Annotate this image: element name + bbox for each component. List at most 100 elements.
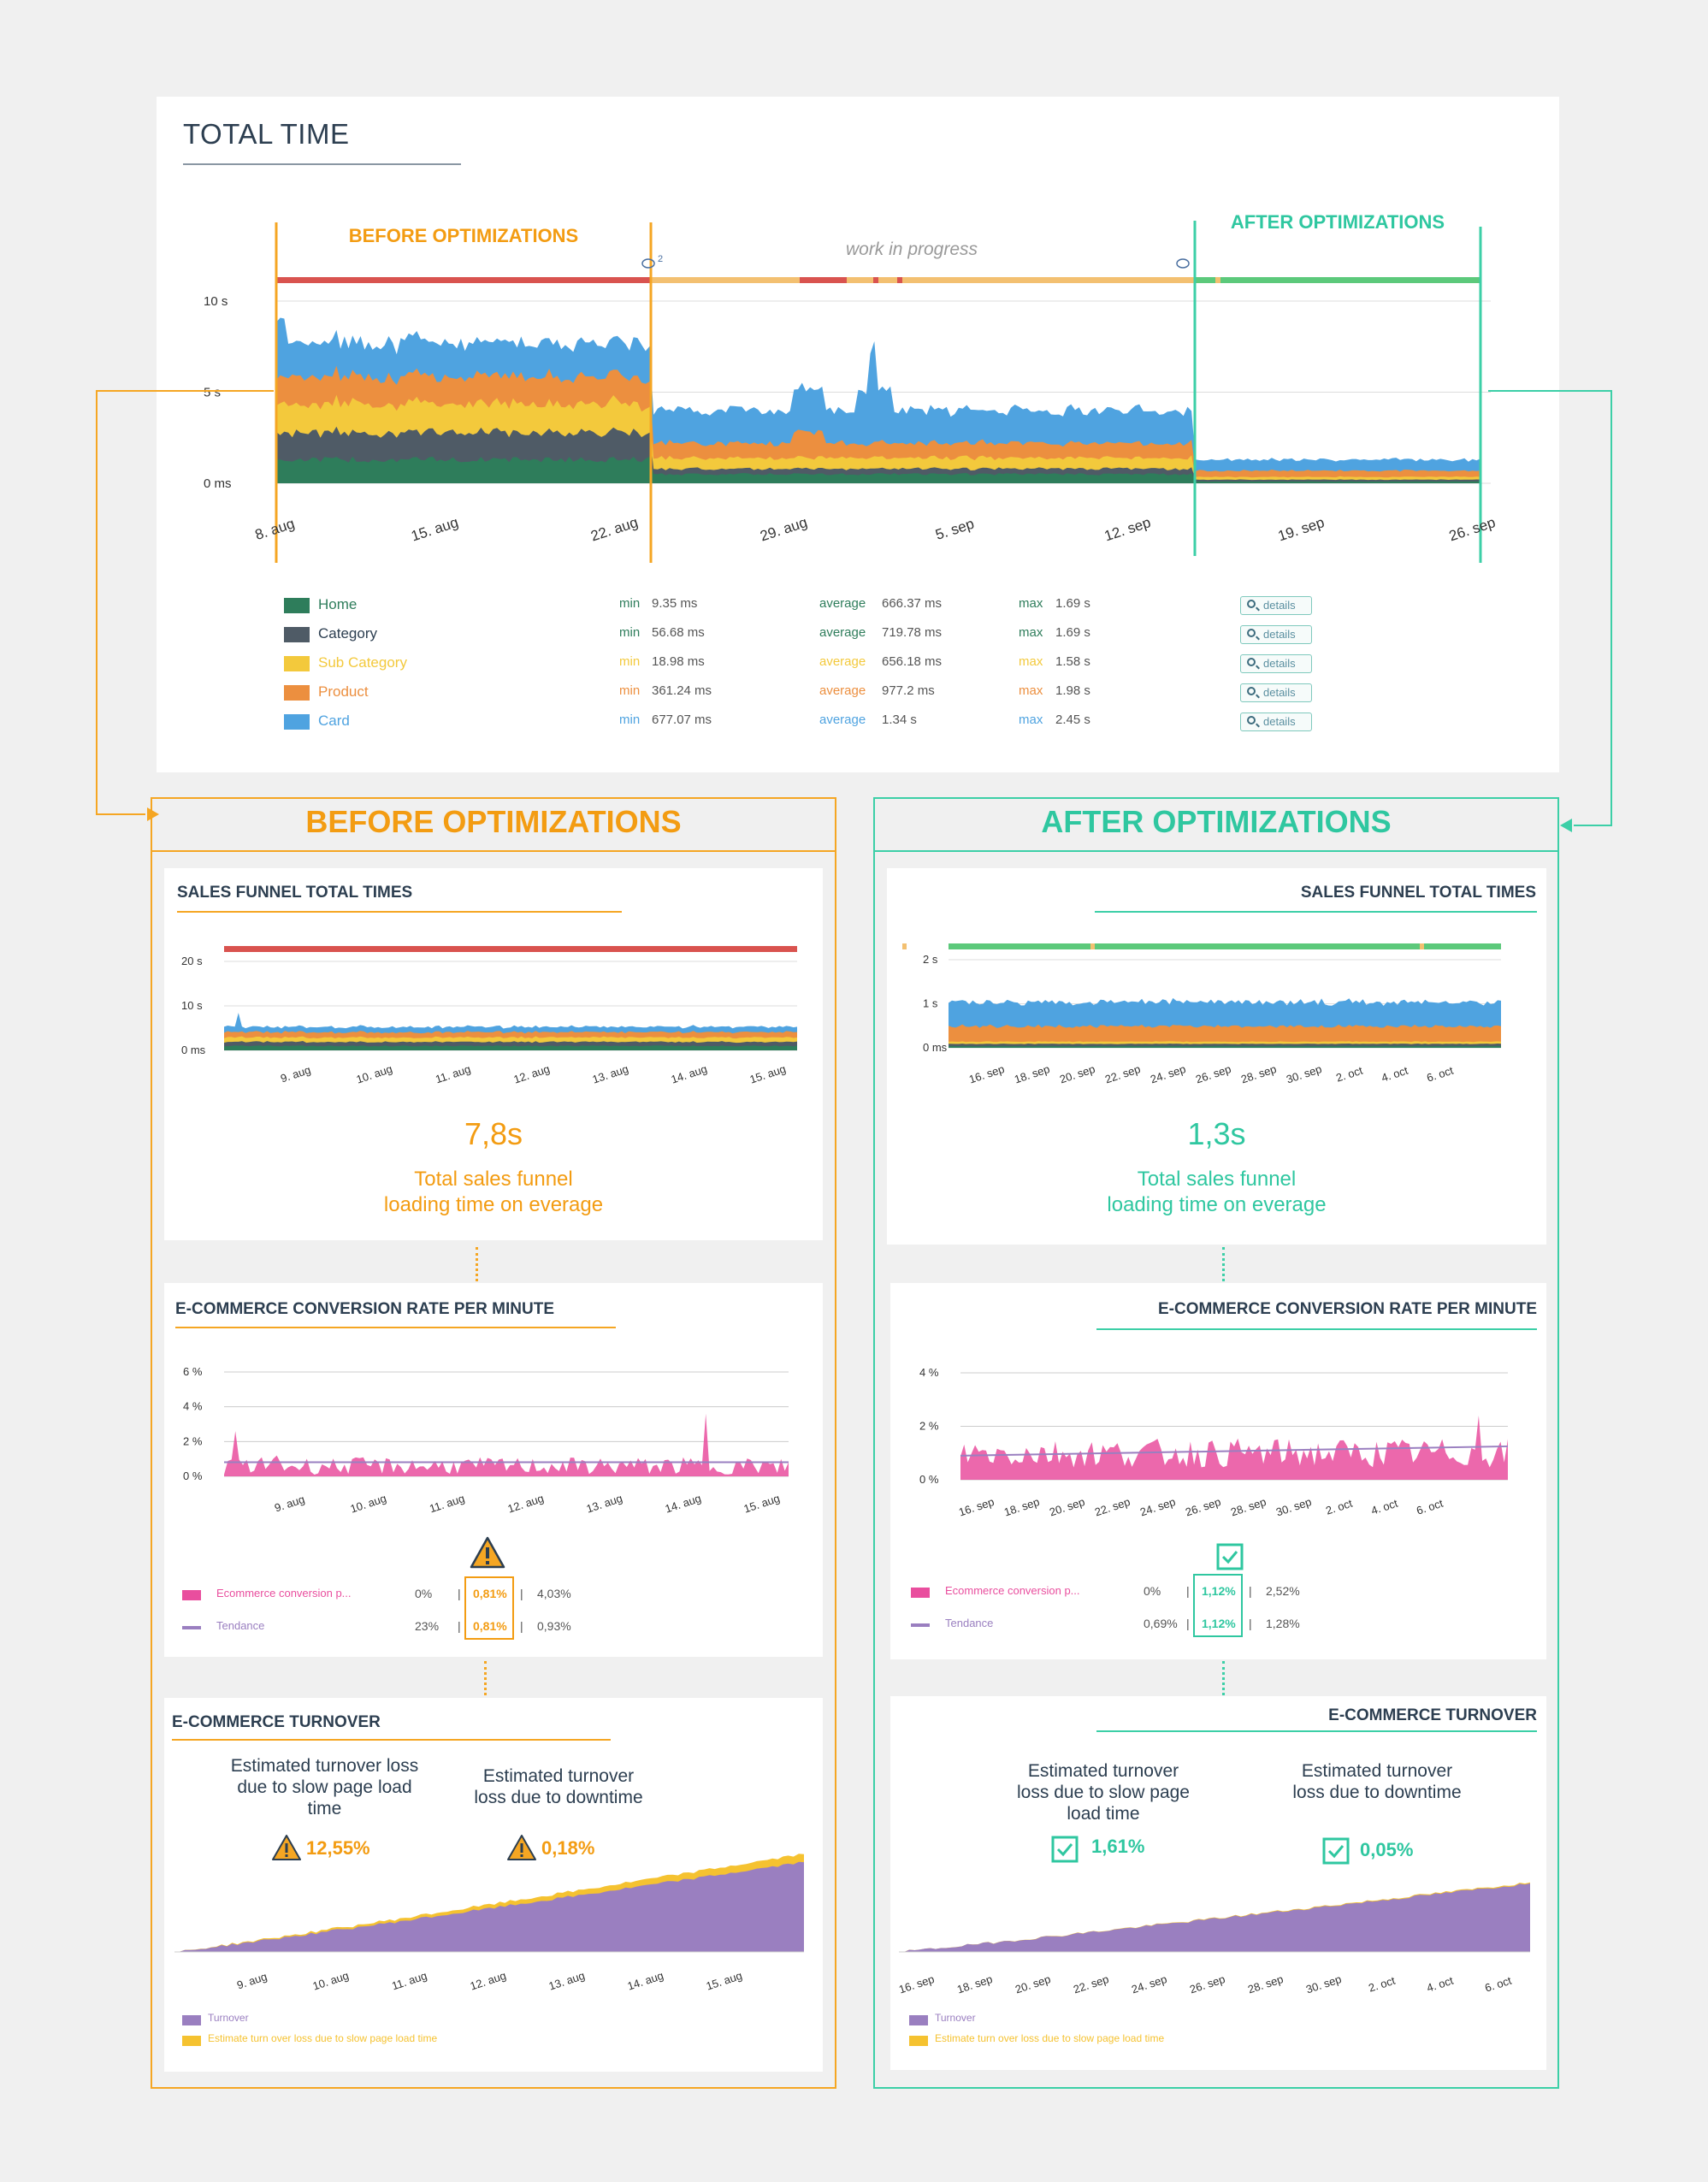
after-avg-caption-1: Total sales funnel xyxy=(1137,1168,1297,1191)
x-tick-label: 4. oct xyxy=(1425,1974,1455,1995)
x-tick-label: 26. sep xyxy=(1188,1972,1226,1996)
after-connector xyxy=(1488,390,1612,826)
x-tick-label: 22. sep xyxy=(1093,1495,1132,1518)
x-tick-label: 20. sep xyxy=(1014,1972,1052,1996)
x-tick-label: 22. sep xyxy=(1103,1062,1142,1085)
warning-icon xyxy=(272,1835,301,1860)
series-area-home xyxy=(276,456,1480,483)
status-bar-incident xyxy=(897,277,902,283)
status-bar-mark xyxy=(902,943,907,949)
before-avg-caption-1: Total sales funnel xyxy=(414,1168,573,1191)
avg-highlight-box xyxy=(1193,1574,1243,1637)
details-button[interactable]: details xyxy=(1240,713,1312,731)
before-turnover-legend-1: Turnover xyxy=(208,2012,249,2024)
y-tick-label: 0 % xyxy=(919,1473,939,1486)
x-tick-label: 14. aug xyxy=(626,1969,665,1993)
x-tick-label: 11. aug xyxy=(428,1492,466,1515)
legend-min-label: min xyxy=(619,596,641,611)
after-section xyxy=(873,797,1559,2089)
y-tick-label: 10 s xyxy=(204,294,228,309)
x-tick-label: 24. sep xyxy=(1149,1062,1187,1085)
after-turnover-title: E-COMMERCE TURNOVER xyxy=(1328,1706,1537,1724)
details-label: details xyxy=(1263,657,1296,670)
status-bar-mark xyxy=(1420,943,1424,949)
status-bar-after xyxy=(1195,277,1480,283)
y-tick-label: 5 s xyxy=(204,386,221,400)
after-funnel-title: SALES FUNNEL TOTAL TIMES xyxy=(1300,884,1536,902)
x-tick-label: 28. sep xyxy=(1229,1495,1268,1518)
search-icon xyxy=(1247,600,1256,608)
x-tick-label: 18. sep xyxy=(955,1972,994,1996)
total-time-chart: 0 ms 5 s 10 s BEFORE OPTIMIZATIONS AFTER OPT… xyxy=(204,211,1498,563)
warning-icon xyxy=(470,1536,505,1569)
x-tick-label: 28. sep xyxy=(1246,1972,1285,1996)
legend-avg: 0,81% xyxy=(473,1619,507,1633)
x-tick-label: 10. aug xyxy=(349,1492,388,1516)
separator: | xyxy=(1249,1584,1252,1598)
x-tick-label: 14. aug xyxy=(664,1492,703,1516)
before-label: BEFORE OPTIMIZATIONS xyxy=(349,225,578,246)
x-tick-label: 20. sep xyxy=(1058,1062,1096,1085)
before-loss-down-value: 0,18% xyxy=(541,1837,595,1859)
legend-swatch xyxy=(284,598,310,613)
details-button[interactable]: details xyxy=(1240,596,1312,615)
separator: | xyxy=(458,1619,461,1633)
before-header-rule xyxy=(151,850,836,852)
legend-max-value: 2.45 s xyxy=(1055,713,1090,727)
legend-swatch xyxy=(284,627,310,642)
y-tick-label: 2 % xyxy=(919,1420,939,1433)
legend-max-label: max xyxy=(1019,625,1043,640)
x-tick-label: 16. sep xyxy=(957,1495,996,1518)
after-dotted-link-1 xyxy=(1222,1247,1225,1281)
x-tick-label: 6. oct xyxy=(1483,1974,1513,1995)
x-tick-label: 2. oct xyxy=(1367,1974,1397,1995)
legend-max-label: max xyxy=(1019,654,1043,669)
legend-swatch xyxy=(284,656,310,671)
details-button[interactable]: details xyxy=(1240,683,1312,702)
before-loss-down-text: Estimated turnover loss due to downtime xyxy=(474,1766,643,1807)
legend-min-value: 361.24 ms xyxy=(652,683,712,698)
before-avg-caption-2: loading time on everage xyxy=(383,1193,604,1216)
details-button[interactable]: details xyxy=(1240,625,1312,644)
legend-average-label: average xyxy=(819,596,866,611)
before-avg-value: 7,8s xyxy=(464,1116,523,1151)
legend-max-value: 1.58 s xyxy=(1055,654,1090,669)
x-tick-label: 4. oct xyxy=(1369,1497,1399,1517)
legend-name: Product xyxy=(318,683,369,700)
legend-average-label: average xyxy=(819,683,866,698)
before-turnover-legend-2: Estimate turn over loss due to slow page… xyxy=(208,2032,438,2044)
legend-name: Sub Category xyxy=(318,654,407,671)
details-label: details xyxy=(1263,715,1296,728)
x-tick-label: 9. aug xyxy=(273,1493,306,1514)
x-tick-label: 20. sep xyxy=(1048,1495,1086,1518)
x-tick-label: 30. sep xyxy=(1274,1495,1313,1518)
after-loss-slow-text: Estimated turnover loss due to slow page… xyxy=(1017,1761,1190,1824)
x-tick-label: 15. aug xyxy=(748,1062,788,1086)
legend-name: Category xyxy=(318,625,377,642)
turnover-area xyxy=(899,1883,1530,1952)
legend-average-value: 656.18 ms xyxy=(882,654,943,669)
legend-average-value: 666.37 ms xyxy=(882,596,943,611)
legend-min-value: 677.07 ms xyxy=(652,713,712,727)
legend-average-value: 1.34 s xyxy=(882,713,917,727)
x-tick-label: 13. aug xyxy=(585,1492,624,1516)
before-connector xyxy=(96,390,274,815)
after-avg-value: 1,3s xyxy=(1187,1116,1246,1151)
before-turnover-title: E-COMMERCE TURNOVER xyxy=(172,1713,381,1731)
details-label: details xyxy=(1263,628,1296,641)
legend-min: 23% xyxy=(415,1619,440,1633)
legend-max: 4,03% xyxy=(537,1587,571,1600)
turnover-swatch xyxy=(909,2015,928,2025)
separator: | xyxy=(458,1587,461,1600)
status-bar-wip xyxy=(1215,277,1220,283)
legend-swatch xyxy=(911,1588,930,1598)
details-button[interactable]: details xyxy=(1240,654,1312,673)
y-tick-label: 10 s xyxy=(181,999,203,1012)
before-conversion-chart: 0 % 2 % 4 % 6 % 9. aug 10. aug 11. aug 12. aug 1… xyxy=(183,1365,789,1516)
before-funnel-title: SALES FUNNEL TOTAL TIMES xyxy=(177,884,413,902)
legend-min: 0% xyxy=(1144,1584,1161,1598)
legend-max-label: max xyxy=(1019,713,1043,727)
status-bar-incident xyxy=(800,277,847,283)
loss-swatch xyxy=(182,2036,201,2046)
legend-min-label: min xyxy=(619,713,641,727)
